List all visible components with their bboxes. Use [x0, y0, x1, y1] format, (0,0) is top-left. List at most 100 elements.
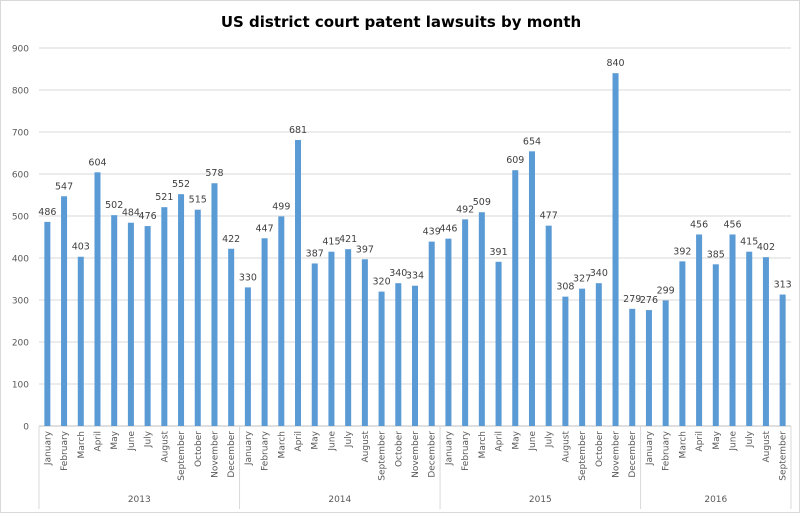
data-label: 299: [657, 285, 675, 296]
data-label: 308: [556, 282, 574, 293]
data-label: 391: [489, 247, 507, 258]
bar: [712, 264, 719, 426]
data-label: 840: [606, 58, 624, 69]
data-label: 402: [757, 242, 775, 253]
x-tick-label: May: [712, 430, 722, 449]
bar: [779, 294, 786, 426]
data-label: 340: [389, 268, 407, 279]
bar: [462, 219, 469, 426]
data-label: 456: [690, 219, 708, 230]
group-label: 2013: [128, 495, 151, 505]
bar: [445, 238, 452, 426]
x-tick-label: May: [511, 430, 521, 449]
data-label: 492: [456, 204, 474, 215]
bar: [194, 209, 201, 426]
data-label: 422: [222, 234, 240, 245]
x-tick-label: June: [127, 431, 137, 452]
data-label: 515: [189, 195, 207, 206]
y-tick-label: 300: [12, 297, 29, 307]
bar: [679, 261, 686, 426]
data-label: 279: [623, 294, 641, 305]
bar: [428, 241, 435, 426]
bar: [545, 225, 552, 426]
data-label: 681: [289, 125, 307, 136]
data-label: 476: [139, 211, 157, 222]
data-label: 313: [774, 280, 792, 291]
y-tick-label: 800: [12, 87, 29, 97]
data-label: 654: [523, 136, 541, 147]
bar: [478, 212, 485, 426]
x-tick-label: November: [411, 431, 421, 478]
data-label: 509: [473, 197, 491, 208]
data-label: 552: [172, 179, 190, 190]
bar: [378, 291, 385, 426]
x-tick-label: January: [645, 430, 655, 466]
x-tick-label: September: [578, 431, 588, 481]
x-tick-label: October: [595, 431, 605, 467]
x-tick-label: March: [77, 431, 87, 458]
bar: [662, 300, 669, 426]
bar: [696, 234, 703, 426]
bars: [44, 73, 786, 427]
data-label: 578: [205, 168, 223, 179]
bar: [111, 215, 118, 426]
x-tick-label: June: [729, 431, 739, 452]
data-label: 415: [322, 237, 340, 248]
data-label: 320: [373, 277, 391, 288]
x-axis: January February March April May June July Augu…: [38, 426, 792, 509]
x-tick-label: April: [495, 431, 505, 452]
bar: [161, 207, 168, 426]
y-tick-label: 400: [12, 255, 29, 265]
x-tick-label: May: [110, 430, 120, 449]
group-label: 2015: [529, 495, 552, 505]
y-tick-label: 500: [12, 213, 29, 223]
bar: [77, 256, 84, 426]
bar: [311, 263, 318, 426]
group-label: 2016: [704, 495, 727, 505]
x-tick-label: January: [43, 430, 53, 466]
data-label: 456: [723, 219, 741, 230]
bar: [295, 139, 302, 427]
bar: [746, 251, 753, 426]
bar: [328, 251, 335, 426]
x-tick-label: March: [277, 431, 287, 458]
bar: [645, 310, 652, 426]
bar: [61, 196, 68, 426]
x-tick-label: August: [160, 431, 170, 463]
bar: [228, 248, 235, 426]
x-tick-label: May: [311, 430, 321, 449]
data-label: 397: [356, 244, 374, 255]
data-label: 609: [506, 155, 524, 166]
y-tick-label: 900: [12, 45, 29, 55]
x-tick-label: October: [394, 431, 404, 467]
bar: [44, 221, 51, 426]
data-label: 385: [707, 249, 725, 260]
data-label: 502: [105, 200, 123, 211]
data-label: 387: [306, 248, 324, 259]
y-tick-label: 700: [12, 129, 29, 139]
bar: [395, 283, 402, 426]
data-label: 340: [590, 268, 608, 279]
x-tick-label: December: [428, 431, 438, 478]
bar: [361, 259, 368, 426]
x-tick-label: September: [378, 431, 388, 481]
x-tick-label: August: [561, 431, 571, 463]
bar: [278, 216, 285, 426]
y-axis-ticks: 0 100 200 300 400 500 600 700 800 900: [12, 45, 29, 433]
x-tick-label: April: [93, 431, 103, 452]
bar: [629, 308, 636, 426]
bar: [211, 183, 218, 426]
x-tick-label: September: [177, 431, 187, 481]
x-tick-label: February: [662, 430, 672, 471]
data-label: 439: [423, 227, 441, 238]
x-tick-label: July: [745, 430, 755, 448]
bar: [411, 285, 419, 426]
data-label: 499: [272, 201, 290, 212]
x-tick-label: December: [628, 431, 638, 478]
data-label: 276: [640, 295, 658, 306]
x-tick-label: August: [762, 431, 772, 463]
data-label: 421: [339, 234, 357, 245]
data-label: 521: [155, 192, 173, 203]
